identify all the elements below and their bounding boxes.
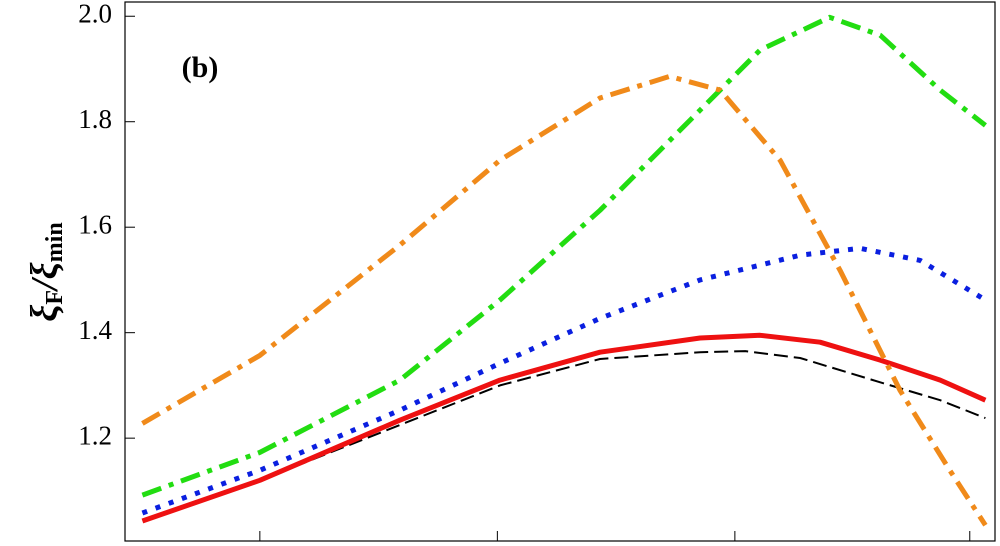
panel-label: (b) (182, 51, 219, 84)
series-line (141, 73, 988, 527)
plot-frame (124, 1, 996, 542)
y-tick-label: 1.2 (78, 420, 112, 450)
y-tick-label: 1.4 (78, 315, 112, 345)
y-label-part: ξ (24, 305, 66, 322)
y-label-part: min (42, 222, 68, 262)
y-axis-label: ξF/ξmin (24, 222, 68, 321)
y-tick-label: 1.8 (78, 104, 112, 134)
y-tick-label: 1.6 (78, 209, 112, 239)
series-line (141, 332, 987, 524)
series-line (141, 245, 987, 516)
series-line (141, 14, 987, 498)
y-label-part: F (42, 290, 68, 305)
y-tick-label: 2.0 (78, 0, 112, 28)
series-line (142, 350, 986, 521)
y-label-part: /ξ (24, 262, 66, 293)
